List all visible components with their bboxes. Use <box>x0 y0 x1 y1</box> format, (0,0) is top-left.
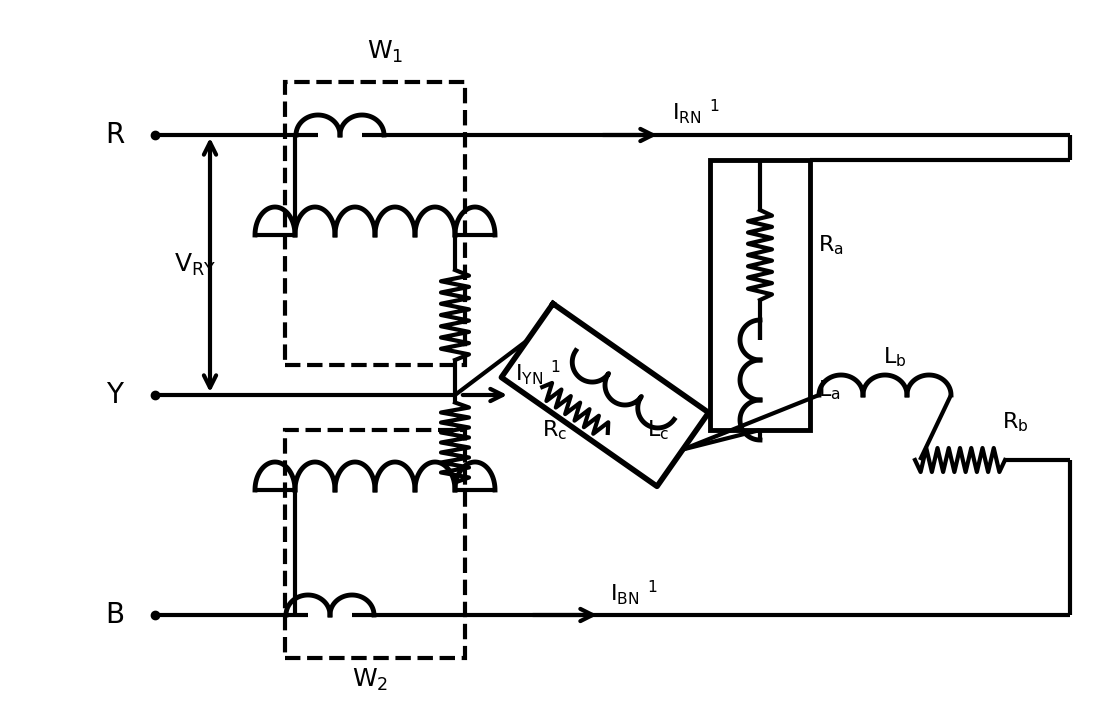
Text: $\mathregular{R_c}$: $\mathregular{R_c}$ <box>542 418 568 441</box>
Text: $\mathregular{I_{RN}\ ^1}$: $\mathregular{I_{RN}\ ^1}$ <box>672 98 720 127</box>
Text: $\mathregular{V_{RY}}$: $\mathregular{V_{RY}}$ <box>174 252 216 278</box>
Bar <box>710 160 810 430</box>
Text: $\mathregular{L_b}$: $\mathregular{L_b}$ <box>884 345 907 369</box>
Text: $\mathregular{W_2}$: $\mathregular{W_2}$ <box>352 667 389 693</box>
Text: R: R <box>105 121 124 149</box>
Text: $\mathregular{R_b}$: $\mathregular{R_b}$ <box>1001 410 1028 434</box>
Text: B: B <box>105 601 124 629</box>
Text: $\mathregular{I_{BN}\ ^1}$: $\mathregular{I_{BN}\ ^1}$ <box>610 579 657 607</box>
Text: $\mathregular{L_c}$: $\mathregular{L_c}$ <box>647 418 669 441</box>
Text: $\mathregular{R_a}$: $\mathregular{R_a}$ <box>818 233 843 257</box>
Text: $\mathregular{W_1}$: $\mathregular{W_1}$ <box>366 39 403 65</box>
Bar <box>284 82 465 365</box>
Text: $\mathregular{L_a}$: $\mathregular{L_a}$ <box>818 378 841 402</box>
Text: $\mathregular{I_{YN}\ ^1}$: $\mathregular{I_{YN}\ ^1}$ <box>515 359 561 387</box>
Bar <box>284 430 465 658</box>
Text: Y: Y <box>106 381 123 409</box>
